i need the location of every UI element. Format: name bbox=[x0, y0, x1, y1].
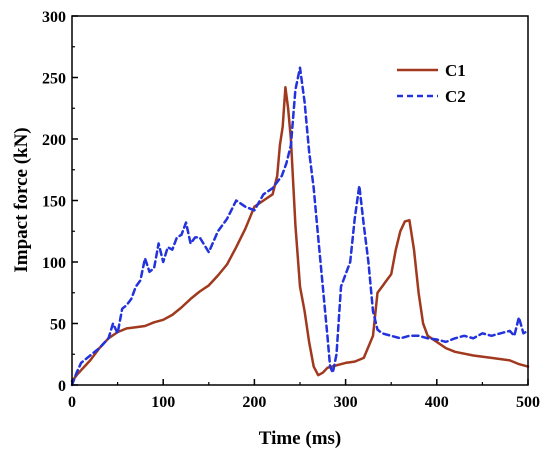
x-axis-title: Time (ms) bbox=[259, 428, 342, 449]
x-tick-label: 0 bbox=[68, 394, 76, 411]
y-tick-label: 50 bbox=[50, 317, 66, 334]
x-axis: 0 100 200 300 400 500 bbox=[68, 379, 540, 411]
y-axis: 0 50 100 150 200 250 300 bbox=[42, 9, 78, 395]
x-tick-label: 300 bbox=[334, 394, 358, 411]
plot-lines bbox=[70, 66, 530, 387]
y-tick-label: 200 bbox=[42, 132, 66, 149]
y-tick-label: 100 bbox=[42, 255, 66, 272]
legend-label-c1: C1 bbox=[445, 61, 466, 80]
y-tick-label: 250 bbox=[42, 71, 66, 88]
x-tick-label: 500 bbox=[516, 394, 540, 411]
y-tick-label: 300 bbox=[42, 9, 66, 26]
legend-label-c2: C2 bbox=[445, 87, 466, 106]
x-tick-label: 100 bbox=[151, 394, 175, 411]
x-tick-label: 200 bbox=[242, 394, 266, 411]
y-axis-title: Impact force (kN) bbox=[11, 127, 32, 272]
y-tick-label: 150 bbox=[42, 194, 66, 211]
legend: C1 C2 bbox=[397, 61, 466, 106]
series-line-c1 bbox=[70, 86, 530, 383]
x-tick-label: 400 bbox=[425, 394, 449, 411]
y-tick-label: 0 bbox=[58, 378, 66, 395]
series-line-c2 bbox=[70, 66, 530, 387]
